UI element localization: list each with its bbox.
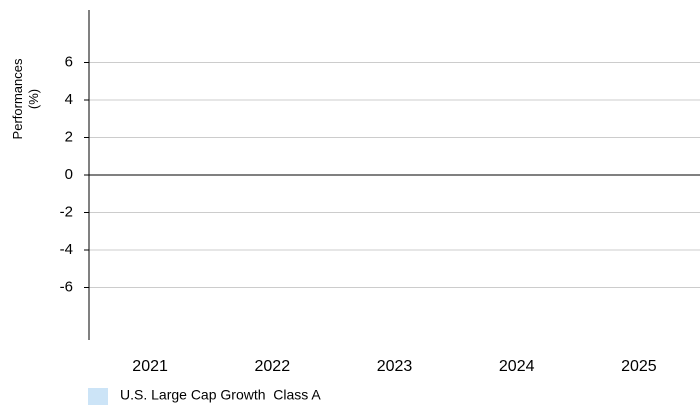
gridlines (89, 62, 700, 288)
y-tick-label: -6 (60, 278, 73, 295)
y-tick-label: 0 (65, 166, 73, 183)
legend-label: U.S. Large Cap Growth Class A (120, 387, 321, 403)
x-category-label: 2022 (255, 358, 291, 375)
x-category-labels: 2021 2022 2023 2024 2025 (132, 358, 656, 375)
legend-swatch (88, 388, 108, 405)
y-axis-title-line-1: Performances (10, 58, 25, 139)
y-tick-labels: 6 4 2 0 -2 -4 -6 (60, 53, 73, 295)
x-category-label: 2023 (377, 358, 413, 375)
y-tick-label: 6 (65, 53, 73, 70)
y-tick-label: 4 (65, 91, 73, 108)
x-category-label: 2024 (499, 358, 535, 375)
x-category-label: 2025 (621, 358, 657, 375)
y-tick-label: -2 (60, 203, 73, 220)
y-axis-title-line-2: (%) (26, 89, 41, 109)
legend: U.S. Large Cap Growth Class A (88, 387, 321, 405)
y-tick-marks (84, 62, 89, 288)
x-category-label: 2021 (132, 358, 168, 375)
y-tick-label: -4 (60, 241, 73, 258)
y-tick-label: 2 (65, 128, 73, 145)
